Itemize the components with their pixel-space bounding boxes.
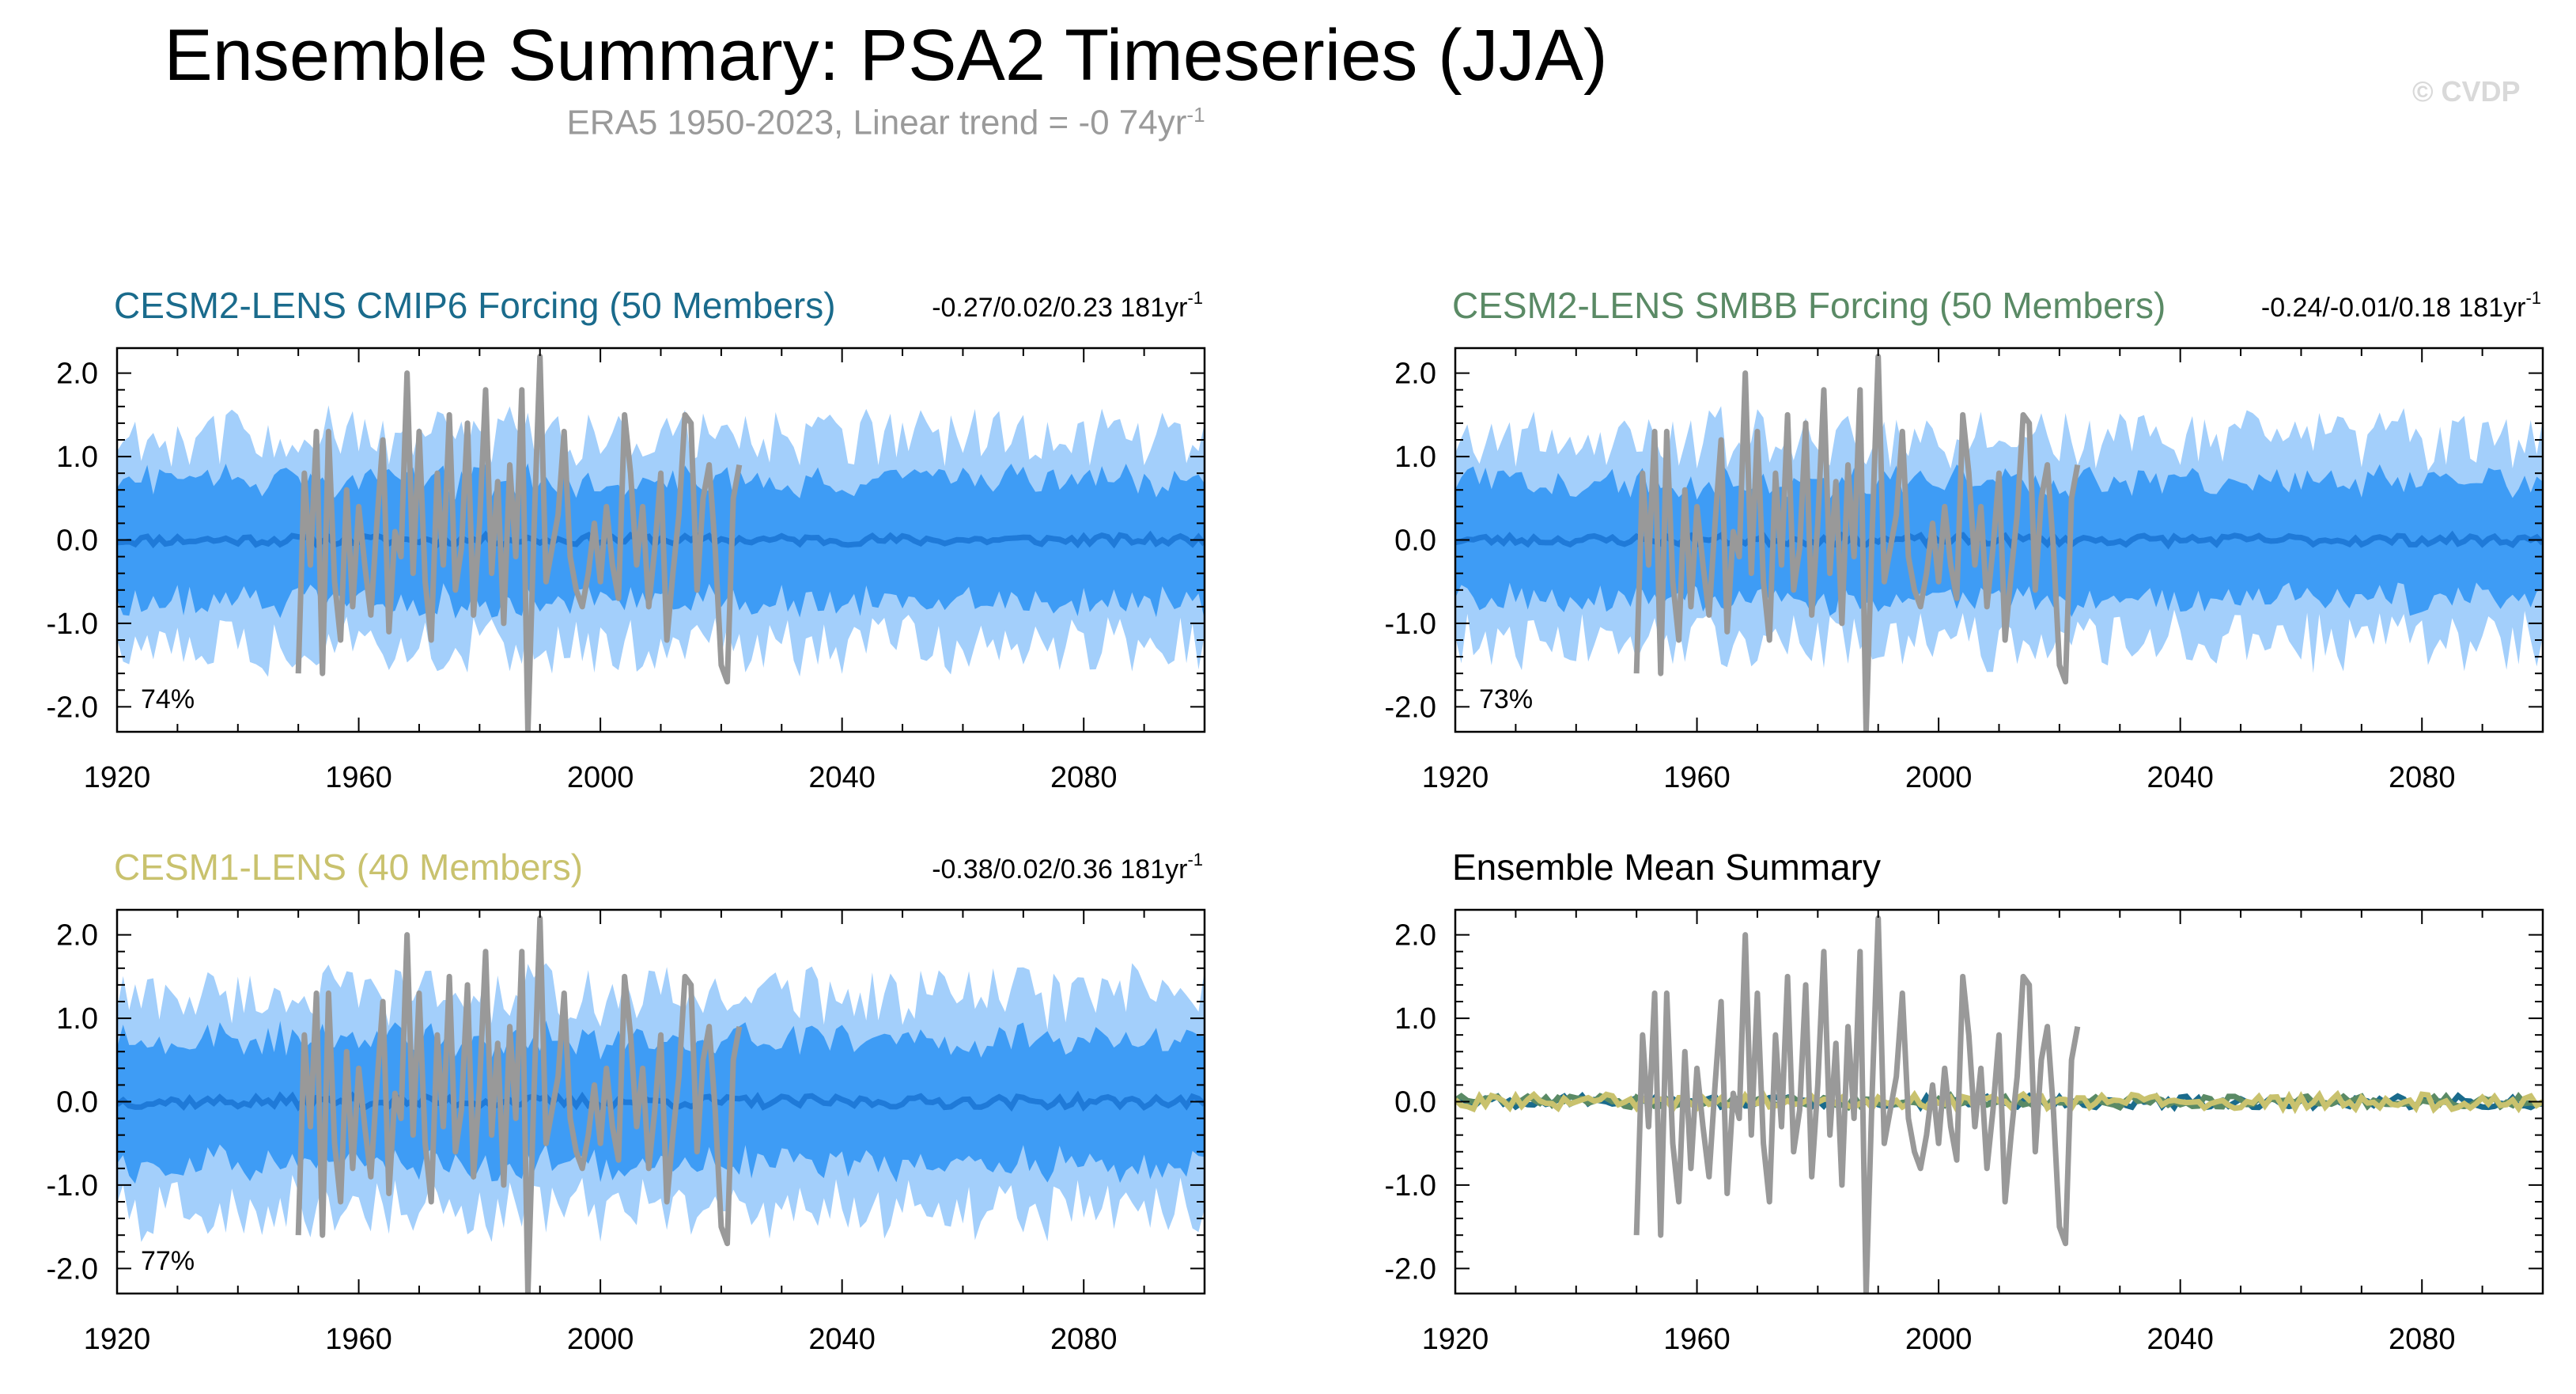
x-tick-label: 1920 [1422, 1323, 1489, 1356]
observed-era5-line [1633, 354, 2081, 732]
y-tick-label: -1.0 [1385, 1169, 1436, 1203]
y-tick-label: 1.0 [56, 1002, 98, 1036]
y-tick-label: -2.0 [1385, 1252, 1436, 1286]
y-tick-label: 1.0 [1394, 1002, 1436, 1036]
subtitle-superscript: -1 [1186, 103, 1205, 127]
figure-title: Ensemble Summary: PSA2 Timeseries (JJA) [164, 15, 1608, 96]
plot-area-smbb [1455, 354, 2543, 732]
panel-title: CESM2-LENS SMBB Forcing (50 Members) [1452, 285, 2166, 326]
plot-area-summary [1455, 915, 2543, 1294]
x-tick-label: 2080 [2389, 761, 2456, 794]
trend-label: -0.24/-0.01/0.18 181yr-1 [2261, 288, 2541, 323]
panel-title: CESM1-LENS (40 Members) [114, 847, 583, 888]
x-tick-label: 2000 [567, 761, 634, 794]
x-tick-label: 2040 [2147, 1323, 2214, 1356]
x-tick-label: 1960 [1663, 1323, 1731, 1356]
x-tick-label: 1920 [1422, 761, 1489, 794]
figure-subtitle: ERA5 1950-2023, Linear trend = -0 74yr-1 [0, 103, 1772, 143]
plot-area-cmip6 [117, 354, 1205, 732]
panel-cesm1: 1920 1960 2000 2040 2080 2.0 1.0 0.0 -1.0 -2.0 CES… [47, 847, 1206, 1356]
y-tick-label: -1.0 [47, 1169, 98, 1203]
y-tick-label: 0.0 [56, 1086, 98, 1119]
trend-superscript: -1 [1187, 288, 1203, 308]
y-tick-label: 2.0 [56, 919, 98, 953]
trend-superscript: -1 [1187, 850, 1203, 869]
y-tick-label: -2.0 [1385, 691, 1436, 724]
x-tick-label: 2080 [1050, 1323, 1118, 1356]
y-tick-label: 1.0 [1394, 441, 1436, 474]
x-tick-label: 1960 [1663, 761, 1731, 794]
panel-summary: 1920 1960 2000 2040 2080 2.0 1.0 0.0 -1.0 -2.0 Ens… [1385, 847, 2544, 1356]
y-tick-label: 2.0 [1394, 358, 1436, 391]
x-tick-label: 1920 [84, 1323, 151, 1356]
x-tick-label: 1920 [84, 761, 151, 794]
x-tick-label: 2000 [567, 1323, 634, 1356]
subtitle-text: ERA5 1950-2023, Linear trend = -0 74yr [566, 103, 1187, 142]
trend-label: -0.38/0.02/0.36 181yr-1 [932, 850, 1203, 885]
x-tick-label: 1960 [325, 761, 392, 794]
y-tick-label: 2.0 [56, 358, 98, 391]
cvdp-watermark: © CVDP [2412, 75, 2521, 108]
y-tick-label: 1.0 [56, 441, 98, 474]
x-tick-label: 2040 [808, 761, 876, 794]
y-tick-label: -2.0 [47, 691, 98, 724]
x-tick-label: 2000 [1905, 761, 1973, 794]
y-tick-label: -2.0 [47, 1252, 98, 1286]
percent-label: 73% [1479, 684, 1533, 714]
x-tick-label: 2080 [1050, 761, 1118, 794]
percent-label: 77% [141, 1246, 195, 1276]
panel-smbb: 1920 1960 2000 2040 2080 2.0 1.0 0.0 -1.0 -2.0 CES… [1385, 285, 2544, 794]
observed-era5-line [1633, 915, 2081, 1294]
panel-cmip6: 1920 1960 2000 2040 2080 2.0 1.0 0.0 -1.0 -2.0 CES… [47, 285, 1206, 794]
y-tick-label: 0.0 [1394, 525, 1436, 558]
percent-label: 74% [141, 684, 195, 714]
y-tick-label: -1.0 [47, 608, 98, 641]
y-tick-label: 2.0 [1394, 919, 1436, 953]
y-tick-label: 0.0 [1394, 1086, 1436, 1119]
x-tick-label: 1960 [325, 1323, 392, 1356]
y-tick-label: 0.0 [56, 525, 98, 558]
panel-title: Ensemble Mean Summary [1452, 847, 1881, 888]
trend-label: -0.27/0.02/0.23 181yr-1 [932, 288, 1203, 323]
panel-title: CESM2-LENS CMIP6 Forcing (50 Members) [114, 285, 836, 326]
observed-era5-line [295, 354, 743, 732]
plot-area-cesm1 [117, 915, 1205, 1294]
trend-superscript: -1 [2525, 288, 2541, 308]
x-tick-label: 2040 [808, 1323, 876, 1356]
x-tick-label: 2080 [2389, 1323, 2456, 1356]
x-tick-label: 2040 [2147, 761, 2214, 794]
x-tick-label: 2000 [1905, 1323, 1973, 1356]
observed-era5-line [295, 915, 743, 1294]
y-tick-label: -1.0 [1385, 608, 1436, 641]
